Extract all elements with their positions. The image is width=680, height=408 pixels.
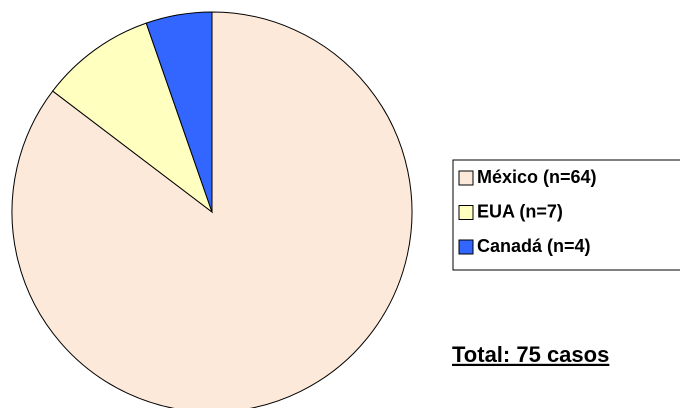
annotation: Total: 75 casos xyxy=(452,342,609,367)
pie-slice xyxy=(145,11,213,213)
pie-slice xyxy=(11,11,413,408)
legend-label: Canadá (n=4) xyxy=(477,236,591,256)
legend-box xyxy=(452,159,680,271)
pie-slice xyxy=(51,22,214,214)
legend-swatch xyxy=(458,239,474,255)
legend-swatch xyxy=(458,205,474,220)
legend-swatch xyxy=(458,170,474,186)
legend-label: EUA (n=7) xyxy=(477,201,563,221)
legend-label: México (n=64) xyxy=(477,167,597,187)
